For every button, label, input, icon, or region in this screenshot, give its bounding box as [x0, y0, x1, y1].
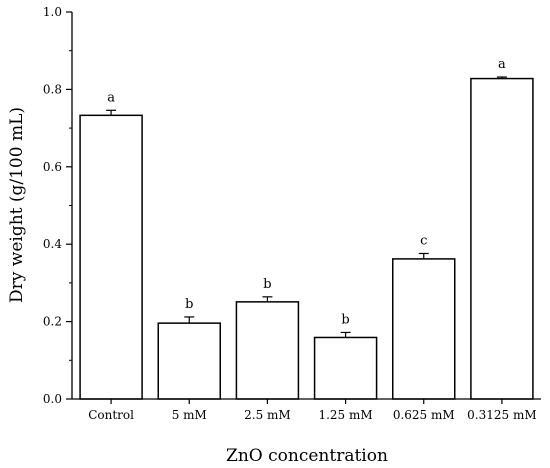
x-tick-label: 1.25 mM [318, 408, 372, 422]
significance-letters-layer: a b b b c a [107, 57, 506, 327]
x-tick-label: 0.3125 mM [467, 408, 536, 422]
y-tick-label: 0.2 [43, 315, 62, 329]
significance-letter: b [185, 297, 193, 312]
x-tick-label: Control [88, 408, 134, 422]
y-tick-label: 1.0 [43, 5, 62, 19]
bar [235, 301, 300, 400]
x-tick-label: 0.625 mM [393, 408, 455, 422]
y-axis-title: Dry weight (g/100 mL) [7, 107, 27, 303]
y-tick-label: 0.6 [43, 160, 62, 174]
x-tick-label: 5 mM [172, 408, 207, 422]
x-axis: Control 5 mM 2.5 mM 1.25 mM 0.625 mM 0.3125 m… [72, 398, 541, 422]
bar [313, 336, 378, 400]
bar [470, 77, 534, 400]
y-axis: 0.0 0.2 0.4 0.6 0.8 1.0 [43, 5, 73, 406]
significance-letter: b [341, 312, 349, 327]
significance-letter: a [107, 90, 115, 105]
x-tick-label: 2.5 mM [244, 408, 291, 422]
bar [157, 322, 221, 400]
y-tick-label: 0.8 [43, 82, 62, 96]
x-axis-title: ZnO concentration [226, 446, 388, 466]
bars-layer [79, 77, 534, 400]
significance-letter: b [263, 277, 271, 292]
significance-letter: a [498, 57, 506, 72]
error-bars-layer [106, 76, 507, 338]
bar [79, 114, 143, 400]
significance-letter: c [420, 233, 427, 248]
y-tick-label: 0.4 [43, 237, 62, 251]
bar [392, 258, 456, 400]
y-tick-label: 0.0 [43, 392, 62, 406]
